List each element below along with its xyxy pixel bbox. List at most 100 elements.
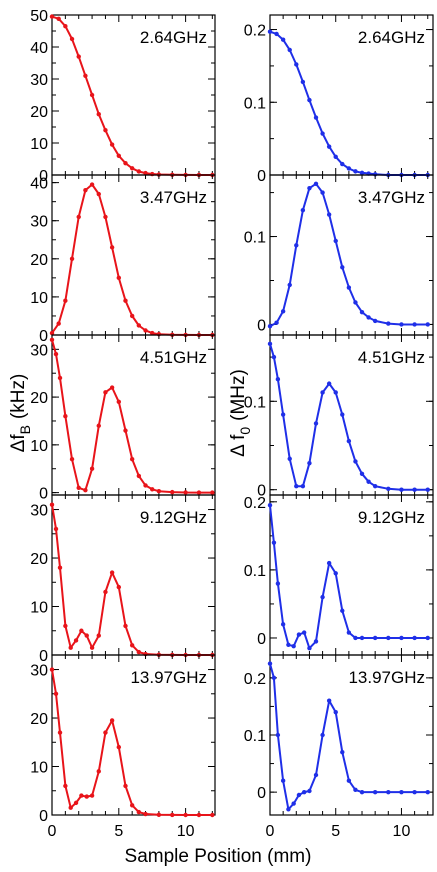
data-point [96, 633, 101, 638]
data-point [116, 399, 122, 405]
data-point [267, 661, 273, 666]
data-point [386, 635, 391, 641]
data-point [267, 341, 273, 347]
data-point [103, 128, 108, 133]
data-point [274, 31, 279, 37]
data-point [307, 645, 312, 651]
data-point [103, 730, 108, 735]
data-point [76, 54, 81, 59]
data-point [123, 623, 128, 629]
panel-left-2: 0 10 20 30 40 3.47GHz [30, 174, 216, 345]
data-point [287, 456, 292, 461]
series-line [269, 505, 428, 650]
data-point [359, 471, 365, 476]
data-point [196, 490, 202, 495]
data-point [359, 789, 365, 795]
data-point [333, 390, 338, 395]
data-point [386, 321, 391, 326]
data-point [96, 423, 101, 428]
data-point [340, 265, 345, 270]
y-tick-label: 0 [39, 328, 48, 345]
series-line [51, 669, 213, 816]
data-point [129, 803, 135, 808]
data-point [73, 638, 79, 643]
data-point [210, 812, 215, 818]
data-point [286, 807, 291, 812]
y-tick-label: 0 [257, 317, 266, 334]
y-tick-label: 0 [39, 168, 48, 185]
y-tick-label: 0 [257, 168, 266, 185]
y-tick-label: 0.2 [244, 671, 266, 688]
y-tick-label: 0 [257, 785, 266, 802]
data-point [333, 709, 338, 715]
data-point [280, 778, 286, 783]
data-point [326, 212, 332, 217]
data-point [123, 298, 128, 303]
data-point [69, 36, 75, 42]
data-point [320, 594, 325, 600]
y-tick-label: 30 [30, 214, 48, 231]
panel-left-1: 0 10 20 30 40 50 2.64GHz [30, 8, 216, 185]
data-point [103, 589, 108, 595]
data-point [346, 778, 352, 783]
y-tick-label: 0 [257, 483, 266, 500]
series-line [269, 343, 428, 491]
data-point [372, 318, 378, 324]
data-point [109, 570, 115, 575]
y-tick-label: 0 [39, 808, 48, 825]
data-point [286, 642, 291, 647]
data-point [333, 238, 338, 244]
data-point [79, 793, 84, 798]
panel-right-5: 0 0.1 0.2 0 5 10 13.97GHz [244, 654, 434, 840]
frequency-label: 4.51GHz [140, 348, 207, 367]
data-point [116, 584, 122, 590]
data-point [49, 337, 55, 342]
data-point [49, 667, 55, 672]
x-tick-label: 0 [266, 823, 275, 840]
frequency-label: 13.97GHz [348, 668, 425, 687]
data-point [291, 643, 296, 649]
data-point [412, 789, 417, 795]
data-point [366, 479, 371, 484]
y-tick-label: 20 [30, 104, 48, 121]
data-point [280, 309, 286, 314]
data-point [425, 322, 430, 327]
data-point [300, 207, 306, 213]
data-point [143, 811, 148, 817]
data-point [63, 24, 68, 29]
data-point [56, 321, 61, 326]
data-point [123, 783, 128, 789]
data-point [109, 718, 115, 723]
data-point [271, 540, 277, 545]
data-point [96, 191, 101, 197]
data-point [89, 182, 95, 187]
data-point [271, 354, 277, 360]
y-tick-label: 0.1 [244, 95, 266, 112]
data-point [280, 37, 286, 42]
frequency-label: 2.64GHz [358, 28, 425, 47]
y-tick-label: 10 [30, 760, 48, 777]
data-point [69, 456, 75, 462]
data-point [359, 170, 365, 176]
y-tick-label: 20 [30, 711, 48, 728]
y-tick-label: 20 [30, 551, 48, 568]
series-line [51, 339, 213, 494]
y-tick-label: 0.1 [244, 230, 266, 247]
data-point [96, 112, 101, 117]
data-point [340, 412, 345, 417]
data-point [68, 645, 73, 650]
data-point [89, 92, 95, 98]
data-point [79, 628, 84, 633]
data-point [386, 486, 391, 492]
data-point [300, 79, 306, 85]
data-point [170, 812, 175, 818]
x-tick-label: 5 [114, 823, 123, 840]
data-point [63, 298, 68, 303]
data-point [150, 487, 155, 492]
data-point [353, 635, 358, 641]
data-point [57, 730, 63, 735]
data-point [129, 166, 135, 171]
data-point [320, 190, 325, 195]
data-point [275, 581, 281, 586]
